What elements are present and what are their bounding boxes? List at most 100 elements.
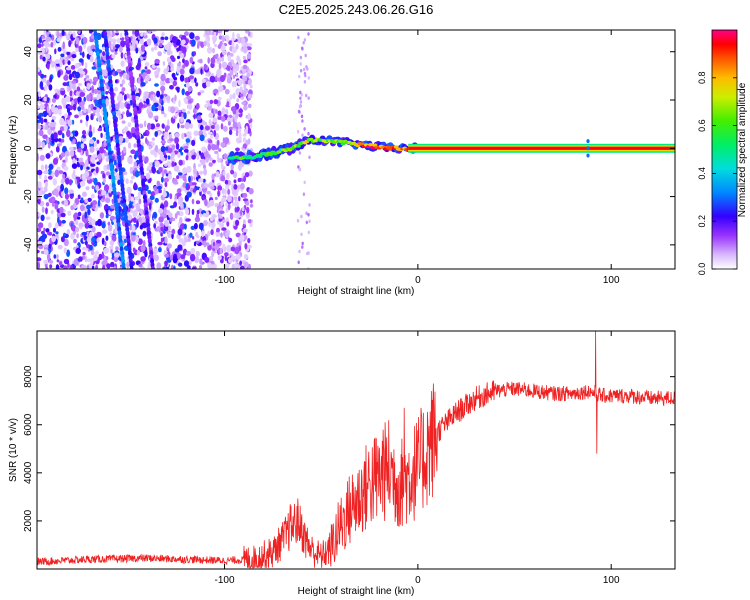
spectral-noise-blob (42, 56, 46, 62)
spectral-noise-blob (205, 73, 209, 77)
spectral-noise-blob (55, 190, 59, 197)
spectral-noise-blob (178, 159, 183, 166)
spectral-noise-blob (300, 214, 303, 219)
spectral-noise-blob (37, 227, 42, 233)
spectral-noise-blob (161, 110, 165, 115)
spectral-noise-blob (63, 238, 69, 247)
spectral-noise-blob (199, 170, 204, 175)
spectral-noise-blob (37, 140, 42, 148)
spectral-noise-blob (189, 32, 195, 40)
spectral-noise-blob (230, 163, 234, 171)
spectral-noise-blob (105, 197, 111, 204)
spectral-noise-blob (240, 96, 245, 100)
spectral-noise-blob (212, 247, 216, 252)
spectral-noise-blob (84, 171, 90, 178)
spectral-noise-blob (54, 222, 59, 229)
spectral-noise-blob (120, 60, 125, 67)
spectral-noise-blob (105, 98, 109, 105)
spectral-noise-blob (185, 82, 190, 88)
spectral-noise-blob (248, 188, 254, 195)
spectral-noise-blob (169, 78, 174, 83)
spectrogram-image (37, 30, 675, 269)
spectral-noise-blob (102, 264, 106, 269)
snr-y-label: SNR (10 * v/v) (8, 418, 19, 482)
spectral-noise-blob (46, 97, 50, 102)
spectral-noise-blob (167, 51, 171, 56)
spectral-noise-blob (232, 31, 235, 39)
spectral-noise-blob (40, 49, 46, 55)
spectral-noise-blob (235, 131, 239, 137)
spectral-noise-blob (87, 154, 91, 162)
spectral-noise-blob (247, 138, 251, 145)
spectral-noise-blob (37, 66, 41, 74)
spectral-noise-blob (302, 192, 306, 196)
spectral-noise-blob (41, 206, 45, 213)
spectral-noise-blob (127, 142, 132, 149)
spectral-noise-blob (134, 196, 140, 201)
spectral-noise-blob (203, 132, 207, 138)
spectral-noise-blob (71, 80, 77, 84)
spectral-noise-blob (191, 139, 196, 147)
spectral-noise-blob (182, 182, 186, 188)
spectral-noise-blob (123, 94, 127, 101)
spectral-noise-blob (88, 130, 93, 138)
spectral-noise-blob (154, 70, 160, 76)
spectral-noise-blob (37, 197, 41, 205)
spectral-noise-blob (68, 179, 73, 186)
spectral-noise-blob (299, 55, 303, 60)
spectral-noise-blob (207, 57, 210, 64)
spectral-noise-blob (196, 103, 200, 110)
spectral-noise-blob (37, 261, 41, 269)
spectral-noise-blob (59, 206, 64, 214)
spectral-noise-blob (43, 169, 49, 175)
spectral-noise-blob (142, 104, 148, 108)
spectral-noise-blob (187, 110, 191, 115)
spectral-noise-blob (299, 62, 302, 66)
spectral-noise-blob (128, 214, 132, 221)
spectral-noise-blob (243, 261, 249, 268)
spectral-noise-blob (154, 144, 159, 153)
snr-y-tick-label: 8000 (23, 365, 34, 388)
spectral-noise-blob (79, 180, 86, 187)
spectral-noise-blob (239, 79, 244, 84)
spectral-noise-blob (298, 151, 302, 155)
spectral-noise-blob (48, 260, 54, 264)
spectral-noise-blob (90, 114, 94, 121)
spectral-noise-blob (210, 264, 216, 269)
spectral-noise-blob (99, 146, 105, 154)
spectral-noise-blob (61, 133, 65, 139)
spectral-noise-blob (87, 197, 92, 202)
spectral-noise-blob (150, 149, 155, 155)
spectral-noise-blob (242, 91, 247, 97)
spectral-noise-blob (307, 32, 310, 36)
spectral-noise-blob (238, 58, 242, 66)
spectral-noise-blob (98, 253, 103, 261)
spectral-noise-blob (70, 264, 74, 269)
spectral-noise-blob (183, 148, 189, 153)
spectral-noise-blob (120, 40, 126, 48)
spectral-noise-blob (149, 123, 156, 130)
spectral-noise-blob (169, 254, 174, 261)
spectral-noise-blob (219, 210, 225, 214)
spectral-noise-blob (301, 119, 304, 123)
spectral-noise-blob (180, 117, 184, 123)
spectral-noise-blob (76, 157, 79, 162)
spectral-noise-blob (53, 254, 57, 259)
spectral-noise-blob (52, 115, 56, 121)
spectral-noise-blob (214, 196, 218, 201)
spectral-noise-blob (159, 94, 164, 100)
spectral-noise-blob (105, 235, 109, 241)
spectral-noise-blob (229, 94, 233, 100)
spectral-noise-blob (72, 138, 76, 145)
spectral-noise-blob (37, 71, 42, 76)
spectral-noise-blob (153, 254, 160, 262)
spectral-noise-blob (110, 204, 116, 209)
spectral-noise-blob (307, 251, 310, 255)
spectral-noise-blob (56, 211, 62, 219)
spectral-noise-blob (238, 132, 242, 139)
spectral-noise-blob (96, 112, 101, 117)
spectral-noise-blob (237, 89, 240, 96)
colorbar-tick-label: 0.4 (697, 167, 707, 180)
spectral-noise-blob (37, 181, 42, 189)
spectral-noise-blob (221, 107, 226, 114)
